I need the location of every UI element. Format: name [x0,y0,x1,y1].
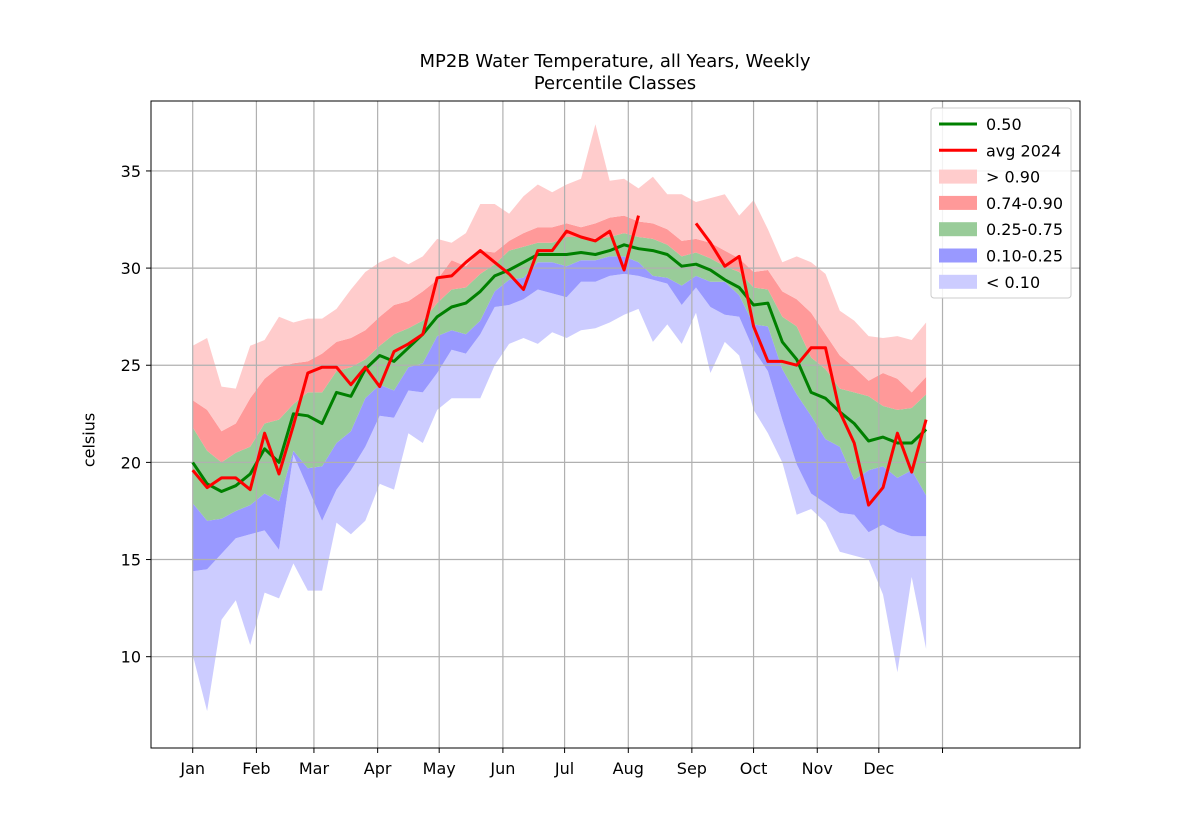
y-tick-label: 10 [121,648,141,667]
y-tick-label: 15 [121,551,141,570]
legend-swatch-0-10-0-25 [939,248,977,263]
y-axis-ticks: 10 15 20 25 30 35 [121,162,151,667]
y-tick-label: 30 [121,259,141,278]
x-tick-label: Apr [364,759,392,778]
legend-label-0-90: > 0.90 [986,168,1040,187]
legend: 0.50 avg 2024 > 0.90 0.74-0.90 0.25-0.75 0.10… [930,107,1072,299]
legend-swatch-0-74-0-90 [939,195,977,210]
y-tick-label: 25 [121,356,141,375]
x-axis-ticks: Jan Feb Mar Apr May Jun Jul Aug Sep Oct Nov Dec [179,748,944,778]
x-tick-label: Feb [242,759,270,778]
band-025-075 [192,233,927,521]
series-line-avg-2024 [191,215,928,507]
legend-swatch-0-90 [939,169,977,184]
x-tick-label: Jul [554,759,574,778]
x-tick-label: Oct [740,759,768,778]
percentile-bands [192,124,927,712]
legend-swatch-0-25-0-75 [939,222,977,237]
legend-label-0-25-0-75: 0.25-0.75 [986,220,1063,239]
legend-swatch-0-10 [939,274,977,289]
series-lines [191,215,928,507]
x-tick-label: Dec [863,759,894,778]
series-line-0-50 [191,243,928,493]
legend-label-0-10-0-25: 0.10-0.25 [986,247,1063,266]
y-tick-label: 35 [121,162,141,181]
legend-label-avg-2024: avg 2024 [986,141,1061,160]
band-above-090 [192,124,927,432]
plot-frame [150,100,1081,749]
band-below-010 [192,273,927,712]
x-tick-label: Aug [613,759,644,778]
legend-label-0-74-0-90: 0.74-0.90 [986,194,1063,213]
chart-subtitle: Percentile Classes [533,73,697,94]
legend-label-0-10: < 0.10 [986,273,1040,292]
y-tick-label: 20 [121,453,141,472]
x-tick-label: Jan [179,759,205,778]
chart-title: MP2B Water Temperature, all Years, Weekl… [419,51,811,72]
legend-label-0-50: 0.50 [986,115,1022,134]
x-tick-label: Jun [489,759,515,778]
x-tick-label: Mar [299,759,330,778]
x-tick-label: Nov [802,759,833,778]
grid-lines [151,101,1080,748]
x-tick-label: Sep [677,759,707,778]
x-tick-label: May [423,759,456,778]
